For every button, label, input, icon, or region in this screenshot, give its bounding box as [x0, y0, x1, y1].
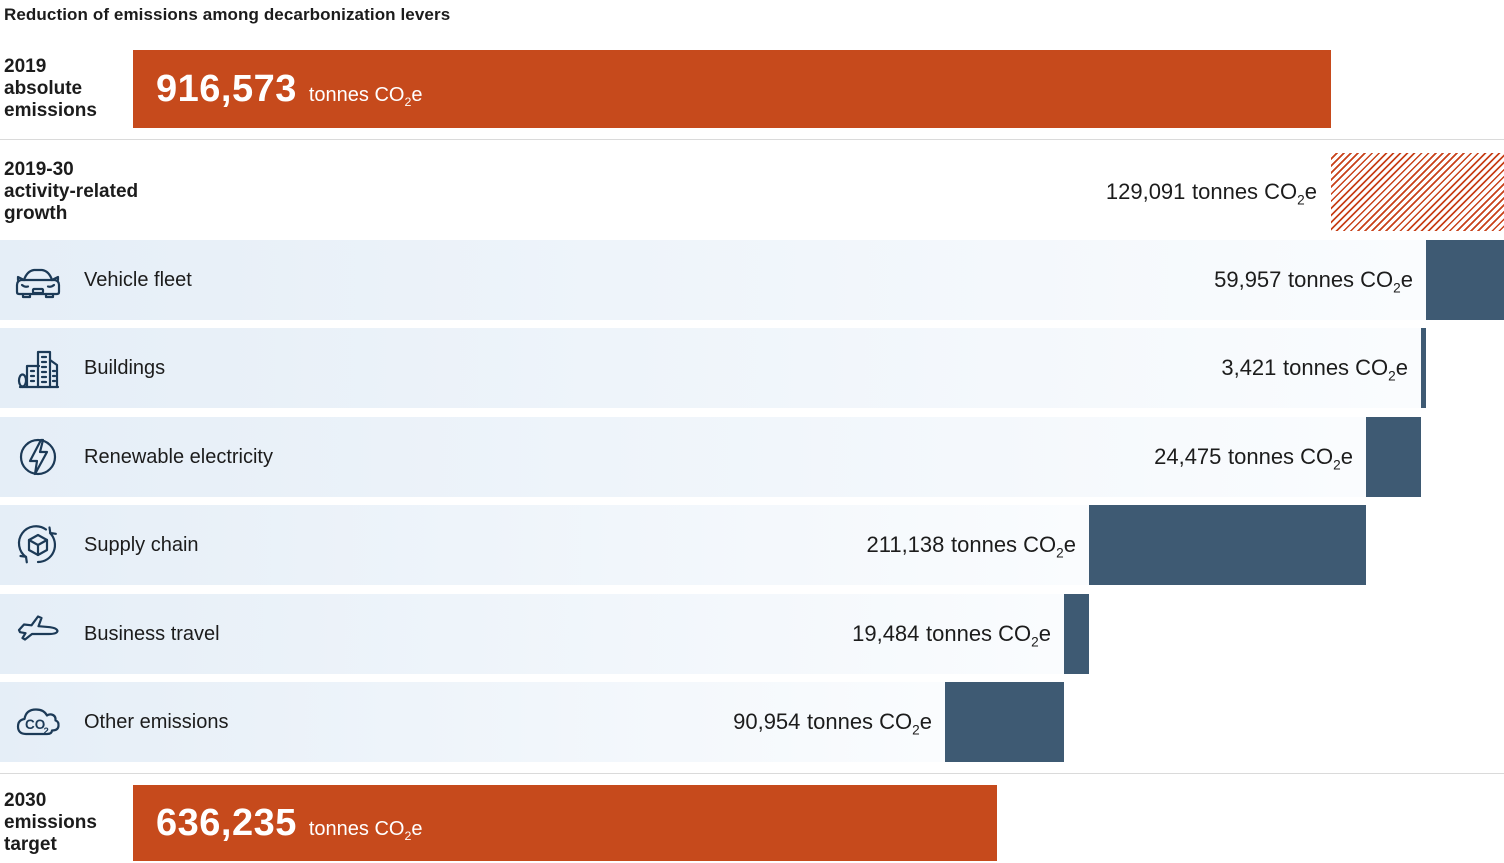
lever-row-supply-chain: Supply chain 211,138 tonnes CO2e — [0, 505, 1504, 585]
divider — [0, 139, 1504, 140]
unit: tonnes CO2e — [308, 817, 423, 843]
unit: tonnes CO2e — [308, 83, 423, 109]
row-band: Business travel 19,484 tonnes CO2e — [0, 594, 1064, 674]
svg-text:CO: CO — [25, 717, 45, 732]
lever-label: Buildings — [84, 356, 166, 379]
buildings-bar — [1421, 328, 1426, 408]
growth-value: 129,091 tonnes CO2e — [1105, 179, 1317, 208]
business-travel-bar — [1064, 594, 1089, 674]
target-bar: 636,235 tonnes CO2e — [133, 785, 997, 861]
lever-label: Other emissions — [84, 710, 229, 733]
row-band: Supply chain 211,138 tonnes CO2e — [0, 505, 1089, 585]
lever-value: 19,484 tonnes CO2e — [852, 621, 1051, 650]
lever-label: Business travel — [84, 622, 220, 645]
target-row-label: 2030 emissions target — [4, 789, 97, 856]
vehicle-fleet-bar — [1426, 240, 1504, 320]
lever-value: 3,421 tonnes CO2e — [1221, 355, 1408, 384]
lever-label: Supply chain — [84, 533, 199, 556]
lever-value: 59,957 tonnes CO2e — [1214, 267, 1413, 296]
lever-value: 211,138 tonnes CO2e — [866, 532, 1077, 561]
lever-row-renewable-electricity: Renewable electricity 24,475 tonnes CO2e — [0, 417, 1504, 497]
other-emissions-bar — [945, 682, 1064, 762]
lever-row-vehicle-fleet: Vehicle fleet 59,957 tonnes CO2e — [0, 240, 1504, 320]
car-icon — [12, 252, 64, 308]
start-row-label: 2019 absolute emissions — [4, 55, 97, 122]
lever-label: Vehicle fleet — [84, 268, 192, 291]
divider — [0, 773, 1504, 774]
row-band: Vehicle fleet 59,957 tonnes CO2e — [0, 240, 1426, 320]
buildings-icon — [12, 340, 64, 396]
cloud-co2-icon: CO 2 — [12, 694, 64, 750]
lever-label: Renewable electricity — [84, 445, 273, 468]
target-value: 636,235 — [156, 801, 297, 844]
unit: tonnes CO2e — [1192, 179, 1317, 208]
plane-icon — [12, 606, 64, 662]
lever-row-buildings: Buildings 3,421 tonnes CO2e — [0, 328, 1504, 408]
lever-row-business-travel: Business travel 19,484 tonnes CO2e — [0, 594, 1504, 674]
start-value: 916,573 — [156, 67, 297, 110]
svg-text:2: 2 — [44, 726, 49, 737]
row-band: Buildings 3,421 tonnes CO2e — [0, 328, 1421, 408]
lever-value: 90,954 tonnes CO2e — [733, 709, 932, 738]
row-band: CO 2 Other emissions 90,954 tonnes CO2e — [0, 682, 945, 762]
lever-row-other-emissions: CO 2 Other emissions 90,954 tonnes CO2e — [0, 682, 1504, 762]
renewable-electricity-bar — [1366, 417, 1421, 497]
lever-value: 24,475 tonnes CO2e — [1154, 444, 1353, 473]
supply-chain-icon — [12, 517, 64, 573]
growth-row-label: 2019-30 activity-related growth — [4, 158, 139, 225]
chart-title: Reduction of emissions among decarboniza… — [4, 5, 451, 24]
start-bar: 916,573 tonnes CO2e — [133, 50, 1331, 128]
supply-chain-bar — [1089, 505, 1366, 585]
growth-bar — [1331, 153, 1504, 231]
row-band: Renewable electricity 24,475 tonnes CO2e — [0, 417, 1366, 497]
lightning-icon — [12, 429, 64, 485]
